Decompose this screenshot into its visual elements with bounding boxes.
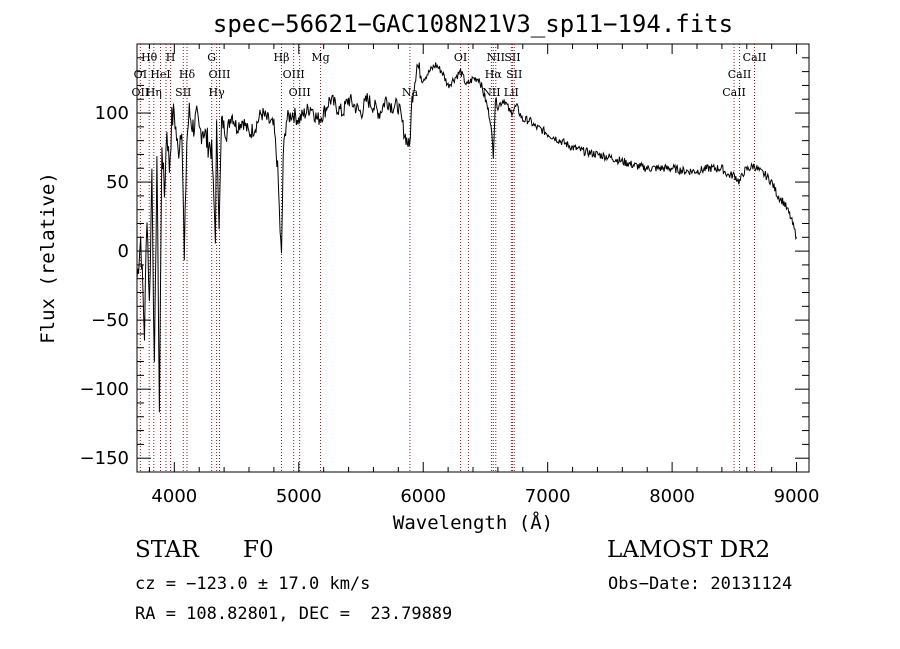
spectrum-series bbox=[136, 62, 798, 413]
y-tick-label: 0 bbox=[118, 241, 129, 262]
line-label: Na bbox=[402, 86, 419, 99]
y-tick-label: −100 bbox=[80, 379, 129, 400]
line-label: H bbox=[166, 51, 176, 64]
line-label: Hη bbox=[146, 86, 162, 99]
object-type: STAR bbox=[135, 537, 199, 563]
spectrum-line bbox=[136, 62, 798, 413]
y-tick-label: −50 bbox=[91, 310, 129, 331]
coords-text: RA = 108.82801, DEC = 23.79889 bbox=[135, 604, 453, 624]
line-label: Hβ bbox=[274, 51, 290, 64]
line-label: G bbox=[207, 51, 216, 64]
survey-name: LAMOST DR2 bbox=[607, 537, 771, 563]
line-label: Hγ bbox=[209, 86, 226, 99]
line-label: CaII bbox=[722, 86, 746, 99]
line-label: SII bbox=[504, 51, 520, 64]
y-axis-label: Flux (relative) bbox=[37, 172, 59, 344]
velocity-text: cz = −123.0 ± 17.0 km/s bbox=[135, 574, 371, 594]
y-tick-label: 100 bbox=[95, 103, 129, 124]
line-label: Hα bbox=[485, 68, 503, 81]
line-label: OIII bbox=[283, 68, 305, 81]
line-label: CaII bbox=[728, 68, 752, 81]
x-tick-label: 8000 bbox=[649, 486, 695, 507]
line-label: CaII bbox=[743, 51, 767, 64]
line-label: OIII bbox=[208, 68, 230, 81]
line-label: OII bbox=[132, 86, 150, 99]
line-label: SII bbox=[506, 68, 522, 81]
line-label: HeI bbox=[150, 68, 170, 81]
x-tick-label: 6000 bbox=[400, 486, 446, 507]
x-tick-label: 4000 bbox=[151, 486, 197, 507]
line-label: SII bbox=[175, 86, 191, 99]
line-label: NII bbox=[482, 86, 500, 99]
chart-title: spec−56621−GAC108N21V3_sp11−194.fits bbox=[213, 10, 733, 38]
line-label: OIII bbox=[289, 86, 311, 99]
y-tick-label: 50 bbox=[106, 172, 129, 193]
line-label: Hδ bbox=[179, 68, 196, 81]
line-label: OI bbox=[454, 51, 467, 64]
line-label: Mg bbox=[311, 51, 329, 64]
obs-date-text: Obs−Date: 20131124 bbox=[608, 574, 793, 594]
line-label: Hθ bbox=[141, 51, 158, 64]
x-axis-label: Wavelength (Å) bbox=[393, 511, 553, 534]
x-axis: 4000 5000 6000 7000 8000 9000 bbox=[148, 44, 820, 507]
x-tick-label: 5000 bbox=[276, 486, 322, 507]
subclass: F0 bbox=[243, 537, 274, 563]
line-label: LiI bbox=[504, 86, 519, 99]
plot-frame bbox=[136, 43, 810, 473]
y-tick-label: −150 bbox=[80, 448, 129, 469]
y-axis: −150 −100 −50 0 50 100 bbox=[80, 57, 809, 469]
line-label: NII bbox=[487, 51, 505, 64]
marker-lines bbox=[139, 44, 755, 472]
x-tick-label: 9000 bbox=[774, 486, 820, 507]
line-label: OI bbox=[134, 68, 147, 81]
x-tick-label: 7000 bbox=[525, 486, 571, 507]
